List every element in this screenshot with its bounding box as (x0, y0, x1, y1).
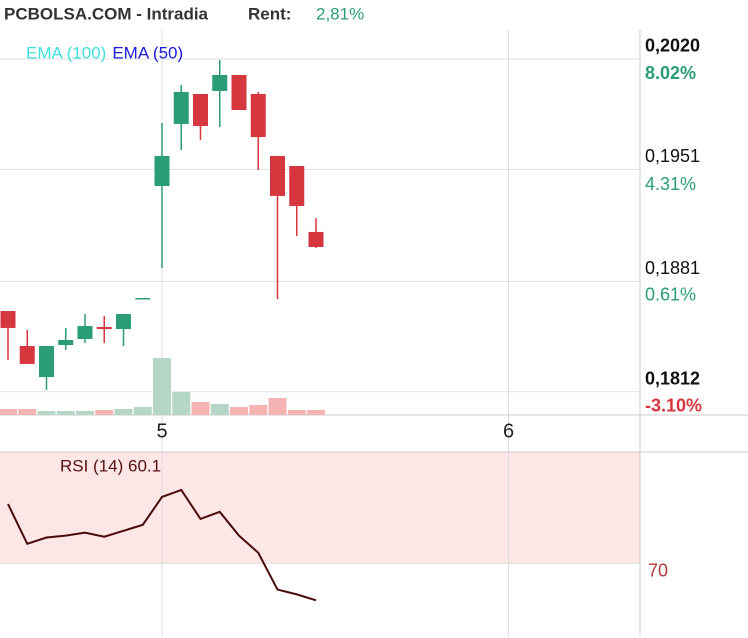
candle-body (193, 94, 208, 127)
candle-body (96, 326, 112, 330)
legend-entry: EMA (100) (26, 43, 106, 62)
y2-tick-label: 4.31% (645, 174, 696, 194)
volume-bar (307, 410, 325, 415)
candle-body (231, 74, 247, 111)
volume-bar (191, 402, 210, 415)
candle-body (39, 346, 54, 378)
candle-body (116, 314, 131, 330)
x-tick-label: 6 (503, 420, 514, 442)
candle-body (212, 74, 228, 91)
candle-body (308, 231, 324, 247)
candle-body (77, 326, 93, 339)
candle-body (270, 155, 285, 196)
rsi-tick-label: 70 (648, 560, 668, 580)
volume-bar (230, 407, 248, 415)
candle-body (173, 91, 189, 124)
candle-body (0, 310, 16, 328)
chart-title: PCBOLSA.COM - Intradia (4, 4, 209, 23)
candle-body (154, 155, 170, 187)
candle-body (135, 298, 151, 300)
volume-bar (18, 409, 37, 415)
y2-tick-label: 0.61% (645, 284, 696, 304)
rsi-overbought-band (0, 452, 640, 564)
y2-tick-label: -3.10% (645, 395, 702, 415)
candle-body (250, 94, 266, 138)
volume-bar (287, 410, 306, 415)
volume-bar (153, 358, 171, 415)
y-tick-label: 0,1812 (645, 369, 700, 389)
volume-bar (210, 404, 229, 415)
candle-body (19, 346, 35, 364)
y2-tick-label: 8.02% (645, 63, 696, 83)
y-tick-label: 0,2020 (645, 36, 700, 56)
volume-bar (95, 410, 114, 415)
legend-entry: EMA (50) (112, 43, 183, 62)
volume-bar (76, 411, 94, 415)
rent-value: 2,81% (316, 4, 364, 23)
volume-bar (172, 392, 191, 415)
rsi-line (7, 488, 317, 602)
volume-bar (133, 407, 152, 415)
x-tick-label: 5 (156, 420, 167, 442)
rent-label: Rent: (248, 4, 291, 23)
y-tick-label: 0,1881 (645, 258, 700, 278)
volume-bar (56, 411, 75, 415)
volume-bar (249, 405, 268, 415)
volume-bar (37, 411, 56, 415)
volume-bar (268, 398, 287, 415)
rsi-title: RSI (14) 60.1 (60, 456, 161, 475)
candle-body (58, 339, 74, 346)
volume-bar (114, 409, 133, 415)
volume-bar (0, 409, 17, 415)
y-tick-label: 0,1951 (645, 146, 700, 166)
candle-body (289, 166, 305, 207)
